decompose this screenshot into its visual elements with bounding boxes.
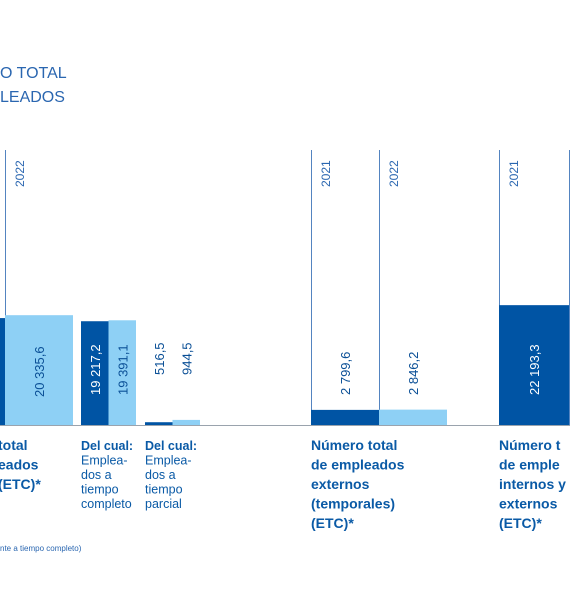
category-line: total (0, 437, 28, 453)
bar (145, 422, 173, 425)
category-line: Emplea- (145, 454, 192, 468)
category-line: Número t (499, 437, 561, 453)
category-line: (ETC)* (0, 476, 41, 492)
value-label: 20 335,6 (32, 346, 47, 397)
category-label: Del cual: Emplea-dos a tiempo parcial (145, 439, 197, 511)
category-line: parcial (145, 497, 182, 511)
category-line: tiempo (145, 483, 183, 497)
category-line: Del cual: (145, 439, 197, 453)
category-line: eados (0, 457, 39, 473)
chart-title: O TOTAL (0, 65, 67, 82)
category-line: completo (81, 497, 132, 511)
bar (499, 305, 569, 425)
category-line: de empleados (311, 457, 405, 473)
year-label: 2022 (13, 160, 27, 187)
bar (5, 315, 73, 425)
category-line: dos a (81, 468, 112, 482)
category-line: internos y (499, 476, 566, 492)
year-label: 2021 (319, 160, 333, 187)
value-label: 2 846,2 (406, 352, 421, 395)
category-label: Del cual: Emplea-dos a tiempo completo (81, 439, 133, 511)
category-line: (temporales) (311, 496, 395, 512)
category-line: (ETC)* (499, 515, 542, 531)
bar (81, 321, 109, 425)
value-label: 19 391,1 (115, 344, 130, 395)
category-line: (ETC)* (311, 515, 354, 531)
category-label: Número total de empleados externos (tempora… (311, 437, 405, 531)
value-label: 2 799,6 (338, 352, 353, 395)
bar (172, 419, 200, 425)
year-label: 2021 (507, 160, 521, 187)
category-line: dos a (145, 468, 176, 482)
footnote: nte a tiempo completo) (0, 544, 82, 553)
category-line: externos (311, 476, 370, 492)
category-line: de emple (499, 457, 560, 473)
chart-title: LEADOS (0, 89, 65, 106)
category-line: externos (499, 496, 558, 512)
category-line: tiempo (81, 483, 119, 497)
value-label: 19 217,2 (88, 344, 103, 395)
bar (379, 409, 447, 425)
category-line: Del cual: (81, 439, 133, 453)
year-label: 2022 (387, 160, 401, 187)
value-label: 944,5 (179, 342, 194, 375)
value-label: 516,5 (152, 342, 167, 375)
bar (311, 409, 379, 425)
category-label: total eados (ETC)* (0, 437, 41, 492)
category-line: Emplea- (81, 454, 128, 468)
value-label: 22 193,3 (527, 344, 542, 395)
bar (108, 320, 136, 425)
bar (0, 318, 5, 425)
category-line: Número total (311, 437, 397, 453)
category-label: Número t de emple internos y externos (ETC)* (499, 437, 566, 531)
